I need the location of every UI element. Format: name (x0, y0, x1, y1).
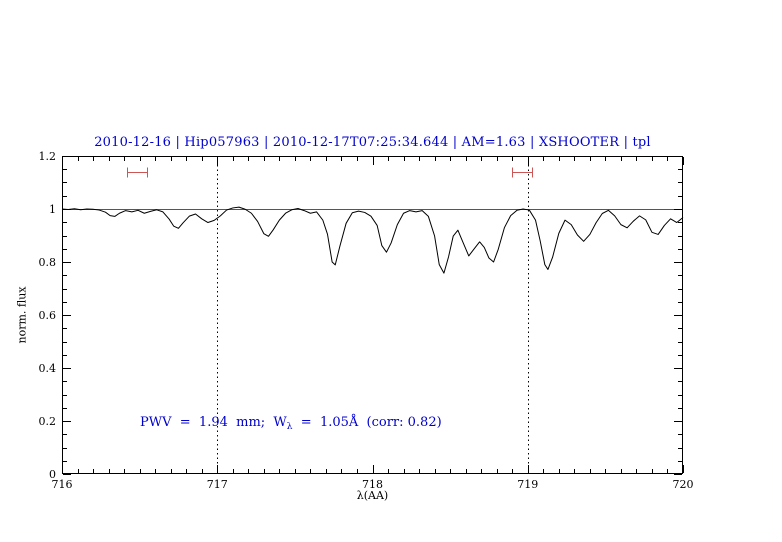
annotation-lambda-subscript: λ (286, 422, 293, 432)
svg-text:1: 1 (49, 203, 56, 216)
svg-text:0: 0 (49, 468, 56, 481)
plot-title: 2010-12-16 | Hip057963 | 2010-12-17T07:2… (94, 135, 651, 150)
pwv-annotation: PWV = 1.94 mm; Wλ = 1.05Å (corr: 0.82) (140, 415, 442, 432)
svg-text:720: 720 (673, 478, 694, 491)
svg-text:1.2: 1.2 (39, 150, 57, 163)
svg-text:0.2: 0.2 (39, 415, 57, 428)
svg-text:719: 719 (517, 478, 538, 491)
svg-text:717: 717 (207, 478, 228, 491)
annotation-prefix: PWV = 1.94 mm; W (140, 415, 287, 430)
svg-text:716: 716 (52, 478, 73, 491)
svg-text:0.4: 0.4 (39, 362, 57, 375)
annotation-suffix: = 1.05Å (corr: 0.82) (292, 415, 442, 430)
svg-text:0.6: 0.6 (39, 309, 57, 322)
svg-text:0.8: 0.8 (39, 256, 57, 269)
svg-text:718: 718 (362, 478, 383, 491)
y-axis-label: norm. flux (15, 286, 29, 344)
x-axis-label: λ(AA) (356, 489, 389, 502)
